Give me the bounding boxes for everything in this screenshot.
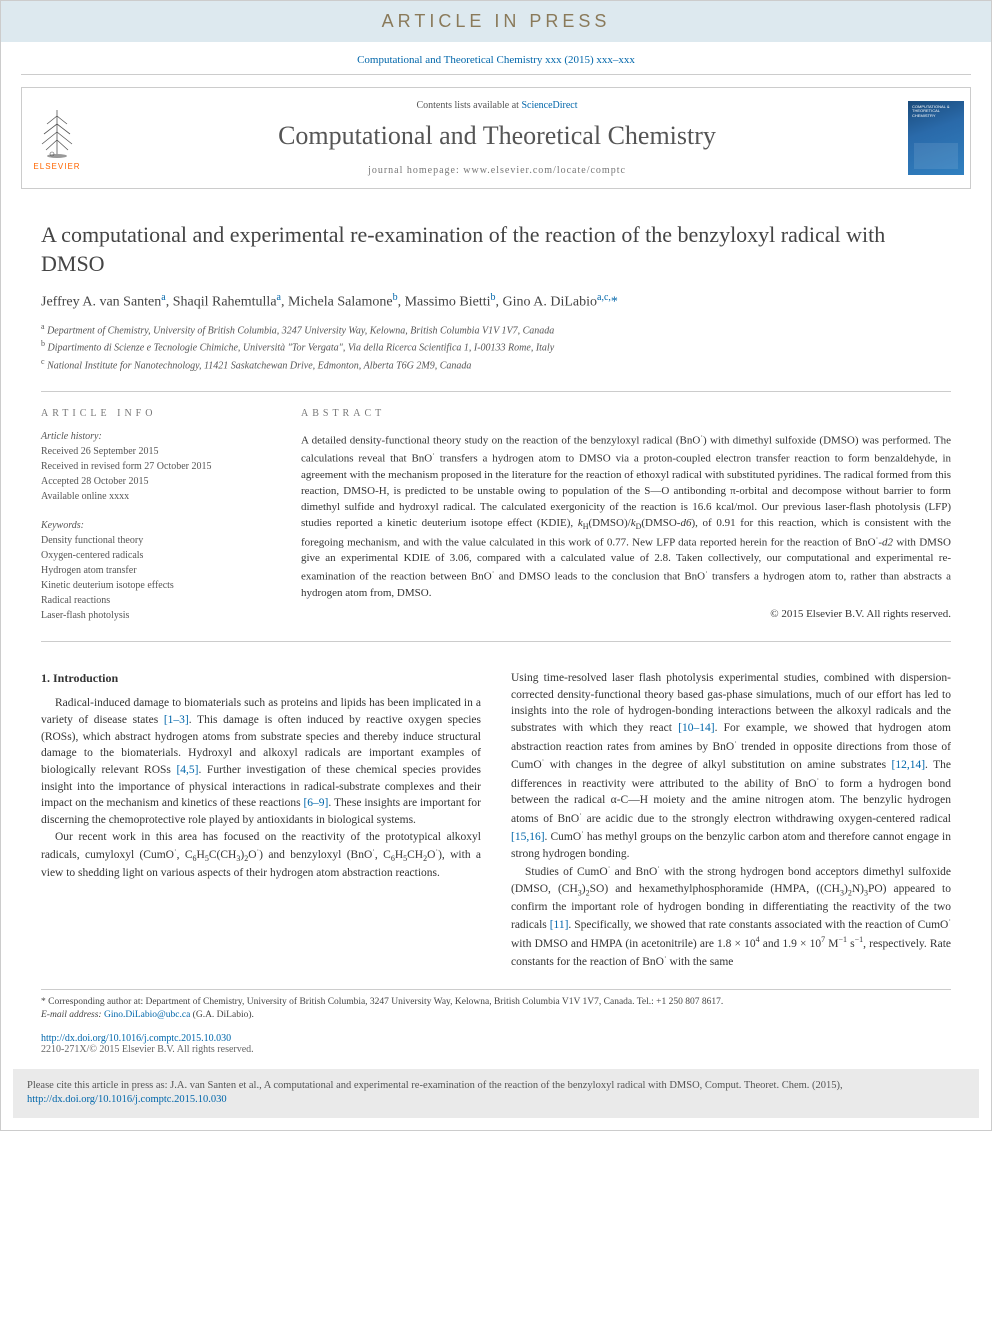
body-right-column: Using time-resolved laser flash photolys…	[511, 670, 951, 971]
elsevier-tree-icon	[32, 106, 82, 160]
affiliation-c: National Institute for Nanotechnology, 1…	[47, 360, 471, 371]
email-link[interactable]: Gino.DiLabio@ubc.ca	[104, 1010, 190, 1020]
contents-available: Contents lists available at ScienceDirec…	[92, 100, 902, 111]
header-center: Contents lists available at ScienceDirec…	[92, 88, 902, 188]
paragraph: Studies of CumO· and BnO· with the stron…	[511, 862, 951, 971]
issn-copyright: 2210-271X/© 2015 Elsevier B.V. All right…	[41, 1044, 254, 1055]
doi-link[interactable]: http://dx.doi.org/10.1016/j.comptc.2015.…	[41, 1033, 231, 1044]
article-info-heading: article info	[41, 408, 271, 419]
history-accepted: Accepted 28 October 2015	[41, 474, 271, 489]
article-info-column: article info Article history: Received 2…	[41, 392, 271, 623]
journal-cover: COMPUTATIONAL & THEORETICAL CHEMISTRY	[902, 88, 970, 188]
email-label: E-mail address:	[41, 1010, 102, 1020]
cover-label: COMPUTATIONAL & THEORETICAL CHEMISTRY	[912, 105, 960, 118]
abstract-copyright: © 2015 Elsevier B.V. All rights reserved…	[301, 608, 951, 620]
section-heading: 1. Introduction	[41, 670, 481, 687]
contents-prefix: Contents lists available at	[416, 100, 521, 111]
journal-homepage: journal homepage: www.elsevier.com/locat…	[92, 165, 902, 176]
cite-text: Please cite this article in press as: J.…	[27, 1080, 843, 1091]
email-line: E-mail address: Gino.DiLabio@ubc.ca (G.A…	[41, 1009, 951, 1022]
body-columns: 1. Introduction Radical-induced damage t…	[41, 670, 951, 971]
doi-block: http://dx.doi.org/10.1016/j.comptc.2015.…	[41, 1033, 951, 1055]
history-heading: Article history:	[41, 431, 271, 442]
affiliation-b: Dipartimento di Scienze e Tecnologie Chi…	[48, 343, 555, 354]
citation-top: Computational and Theoretical Chemistry …	[21, 42, 971, 75]
journal-header: ELSEVIER Contents lists available at Sci…	[21, 87, 971, 189]
history-received: Received 26 September 2015	[41, 444, 271, 459]
keyword: Kinetic deuterium isotope effects	[41, 578, 271, 593]
journal-name: Computational and Theoretical Chemistry	[92, 121, 902, 151]
abstract-column: abstract A detailed density-functional t…	[301, 392, 951, 623]
article-title: A computational and experimental re-exam…	[41, 221, 951, 278]
email-who: (G.A. DiLabio).	[193, 1010, 254, 1020]
keyword: Radical reactions	[41, 593, 271, 608]
abstract-heading: abstract	[301, 408, 951, 419]
abstract-text: A detailed density-functional theory stu…	[301, 431, 951, 602]
keyword: Oxygen-centered radicals	[41, 548, 271, 563]
elsevier-logo: ELSEVIER	[22, 88, 92, 188]
history-online: Available online xxxx	[41, 489, 271, 504]
paragraph: Using time-resolved laser flash photolys…	[511, 670, 951, 863]
corresponding-note: * Corresponding author at: Department of…	[41, 996, 951, 1009]
article-in-press-banner: ARTICLE IN PRESS	[1, 1, 991, 42]
cite-doi-link[interactable]: http://dx.doi.org/10.1016/j.comptc.2015.…	[27, 1094, 227, 1105]
affiliation-a: Department of Chemistry, University of B…	[47, 325, 554, 336]
footer-notes: * Corresponding author at: Department of…	[41, 989, 951, 1023]
author-list: Jeffrey A. van Santena, Shaqil Rahemtull…	[41, 292, 951, 311]
paragraph: Radical-induced damage to biomaterials s…	[41, 695, 481, 828]
keyword: Laser-flash photolysis	[41, 608, 271, 623]
cite-box: Please cite this article in press as: J.…	[13, 1069, 979, 1118]
body-left-column: 1. Introduction Radical-induced damage t…	[41, 670, 481, 971]
keywords-heading: Keywords:	[41, 520, 271, 531]
keyword: Density functional theory	[41, 533, 271, 548]
keyword: Hydrogen atom transfer	[41, 563, 271, 578]
affiliations: a Department of Chemistry, University of…	[41, 321, 951, 373]
sciencedirect-link[interactable]: ScienceDirect	[521, 100, 577, 111]
elsevier-text: ELSEVIER	[33, 162, 80, 171]
history-revised: Received in revised form 27 October 2015	[41, 459, 271, 474]
paragraph: Our recent work in this area has focused…	[41, 829, 481, 882]
